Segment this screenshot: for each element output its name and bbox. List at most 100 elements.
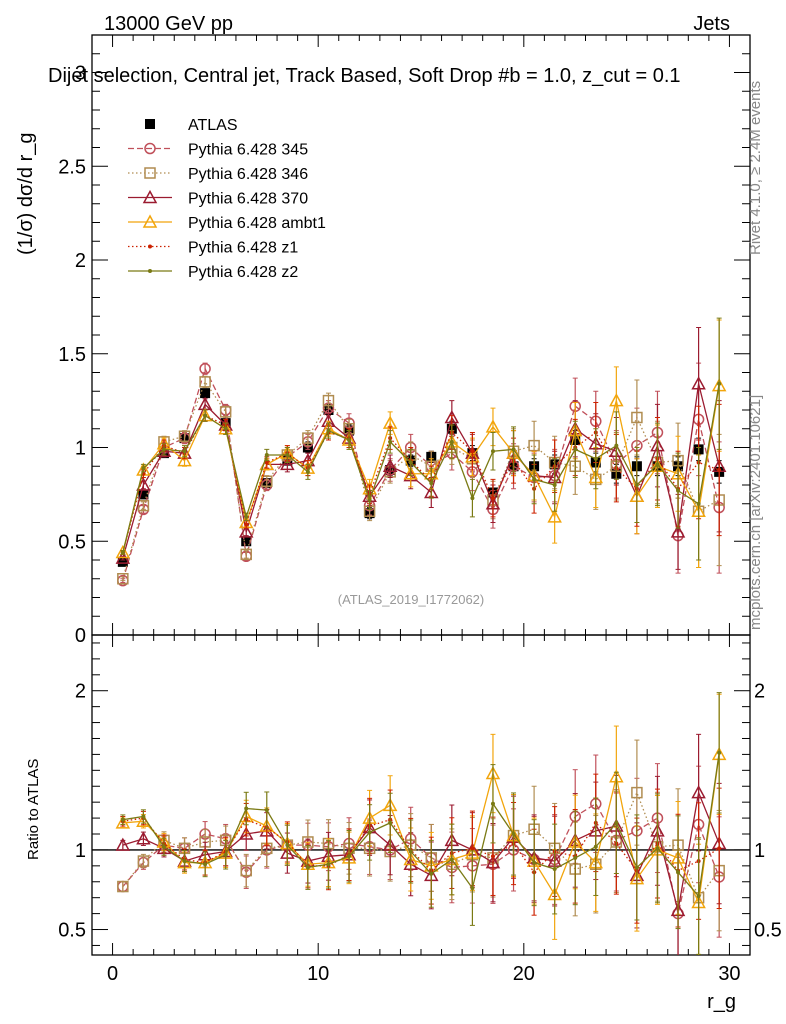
legend-label: ATLAS [188,117,238,134]
data-point [408,460,413,465]
main-y-tick-label: 1.5 [58,344,86,366]
data-point [115,544,131,559]
ratio-xlabel: r_g [707,991,736,1013]
legend-label: Pythia 6.428 z2 [188,264,298,281]
data-point [717,468,722,472]
main-panel: 0 0.5 1 1.5 2 2.5 3 [58,34,751,647]
header-left: 13000 GeV pp [104,13,233,35]
legend-label: Pythia 6.428 z1 [188,240,298,257]
data-point [178,430,191,442]
data-point [199,363,211,375]
ratio-y-tick-label: 1 [75,840,86,862]
ratio-y-tick-label-right: 2 [754,681,765,703]
data-point [552,483,557,487]
data-point [136,831,151,845]
data-point [655,462,660,467]
ratio-y-tick-label-right: 1 [754,840,765,862]
rivet-label: Rivet 4.1.0, ≥ 2.4M events [747,81,764,255]
main-y-tick-label: 3 [75,63,86,85]
ratio-frame [91,634,751,956]
legend-label: Pythia 6.428 345 [188,142,308,159]
legend-marker [144,142,156,155]
data-point [614,820,619,825]
legend-entry-p346: Pythia 6.428 346 [128,166,308,183]
series-p370 [115,327,727,570]
data-point [655,846,660,851]
data-point [631,786,643,799]
data-point [177,453,192,467]
data-point [470,846,475,851]
data-point [609,393,624,407]
series-line-ambt1 [122,385,720,553]
series-line-p345 [122,366,720,581]
legend: ATLAS Pythia 6.428 345 Pythia 6.428 346 Pyt… [128,117,326,281]
x-tick-label: 20 [513,963,535,985]
data-point [326,862,331,867]
header-right: Jets [693,13,730,35]
main-y-tick-label: 0.5 [58,531,86,553]
data-point [490,854,495,859]
data-point [532,477,537,482]
data-point [696,894,701,899]
data-point [238,524,254,538]
series-z2 [120,317,722,561]
ratio-panel: 0 10 20 30 0.5 0.5 1 1 2 2 [58,634,782,985]
data-point [161,447,166,452]
data-point [302,432,314,444]
data-point [117,880,129,893]
data-point [322,394,335,407]
legend-entry-z2: Pythia 6.428 z2 [128,264,298,281]
x-tick-label: 0 [107,963,118,985]
main-series-clip [115,317,727,587]
data-point [199,376,211,388]
main-y-tick-label: 1 [75,438,86,460]
series-z2 [120,692,722,955]
data-point [223,852,228,857]
data-point [470,886,475,891]
data-point [470,496,475,501]
series-line-p370 [122,383,720,559]
data-point [403,466,418,480]
data-point [717,846,722,851]
series-line-z2 [122,383,720,553]
data-point [137,855,150,867]
data-point [449,857,454,862]
series-line-z1 [122,817,720,874]
main-y-tick-label: 2.5 [58,156,86,178]
data-point [244,522,249,527]
data-point [240,864,252,877]
data-point [528,439,540,452]
plot-title: Dijet selection, Central jet, Track Base… [48,65,681,87]
data-point [115,837,131,851]
data-point [367,498,372,502]
ratio-series-clip [115,692,727,955]
main-series-layer [115,317,727,587]
data-point [490,449,495,454]
data-point [593,456,598,461]
series-p346 [117,739,725,955]
data-point [634,865,639,870]
data-point [244,514,249,519]
data-point [388,820,393,825]
series-line-ambt1 [122,754,720,905]
legend-marker [142,214,158,228]
ratio-y-tick-label-right: 0.5 [754,920,782,942]
data-point [326,428,331,433]
data-point [264,460,269,465]
data-point [117,573,129,585]
data-point [691,376,706,390]
legend-marker [148,269,152,273]
x-tick-label: 30 [718,963,740,985]
data-point [511,832,516,837]
data-point [161,844,166,849]
data-point [429,481,434,486]
x-tick-label: 10 [307,963,329,985]
data-point [717,381,722,386]
data-point [429,871,434,876]
data-point [573,855,578,860]
data-point [241,536,252,547]
series-line-z2 [122,752,720,898]
data-point [670,524,686,538]
legend-label: Pythia 6.428 ambt1 [188,215,326,232]
